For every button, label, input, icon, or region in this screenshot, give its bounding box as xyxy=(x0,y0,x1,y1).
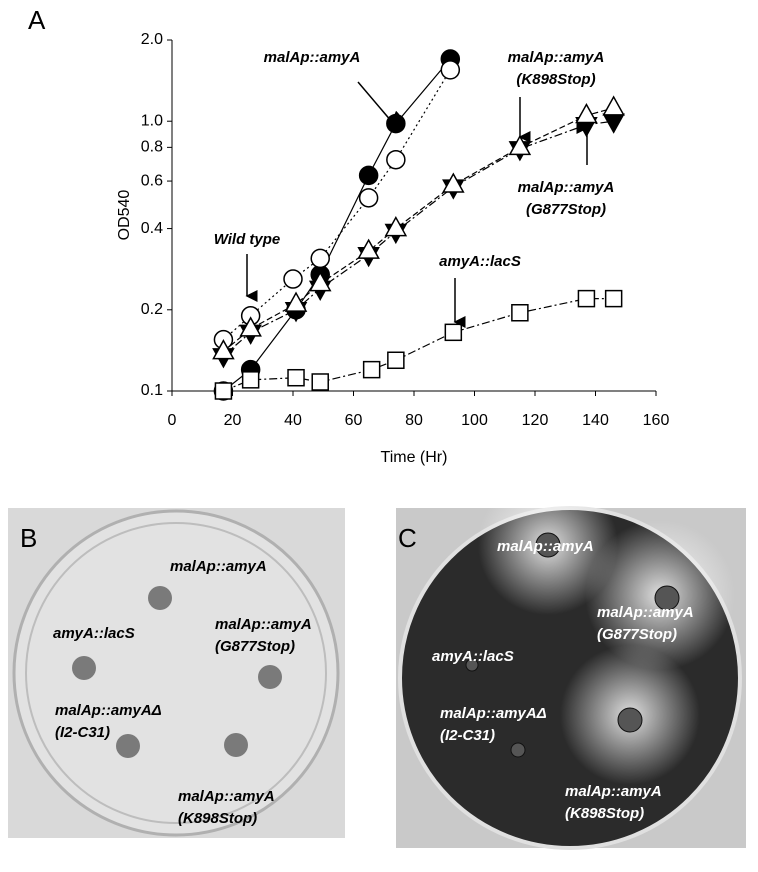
x-tick-label: 20 xyxy=(224,412,242,429)
x-tick-label: 60 xyxy=(345,412,363,429)
annotation: malAp::amyAΔ xyxy=(55,702,162,719)
y-tick-label: 2.0 xyxy=(141,31,163,48)
annotation: (I2-C31) xyxy=(440,727,495,744)
series-line xyxy=(223,120,614,357)
annotation: amyA::lacS xyxy=(432,648,514,665)
colony xyxy=(148,586,172,610)
colony xyxy=(535,532,561,558)
panel-label: C xyxy=(398,523,417,553)
x-tick-label: 160 xyxy=(643,412,670,429)
x-tick-label: 80 xyxy=(405,412,423,429)
marker xyxy=(310,248,330,269)
annotation: (I2-C31) xyxy=(55,724,110,741)
arrow xyxy=(357,81,404,123)
marker xyxy=(284,291,308,312)
annotation: malAp::amyA xyxy=(170,558,267,575)
annotation: (G877Stop) xyxy=(597,626,677,643)
marker xyxy=(602,113,625,134)
marker xyxy=(577,289,596,308)
marker xyxy=(444,323,463,342)
panel-label: A xyxy=(28,5,46,35)
y-tick-label: 0.8 xyxy=(141,139,163,156)
marker xyxy=(311,373,329,391)
annotation: (G877Stop) xyxy=(215,638,295,655)
marker xyxy=(358,165,379,186)
marker xyxy=(440,60,461,80)
marker xyxy=(212,339,235,360)
colony xyxy=(654,585,680,611)
colony xyxy=(465,658,479,672)
marker xyxy=(386,113,406,134)
series-line xyxy=(223,298,614,392)
x-tick-label: 120 xyxy=(522,412,549,429)
marker xyxy=(384,216,408,237)
colony xyxy=(617,707,643,733)
annotation: (K898Stop) xyxy=(565,805,644,822)
colony xyxy=(72,656,96,680)
plate-rim xyxy=(25,522,327,824)
annotation: amyA::lacS xyxy=(439,253,521,270)
marker xyxy=(362,360,381,379)
marker xyxy=(442,172,465,193)
annotation: (K898Stop) xyxy=(516,71,595,88)
y-tick-label: 0.1 xyxy=(141,382,163,399)
marker xyxy=(239,316,262,337)
colony xyxy=(224,733,248,757)
marker xyxy=(604,289,623,308)
x-tick-label: 140 xyxy=(582,412,609,429)
annotation: (G877Stop) xyxy=(526,201,606,218)
marker xyxy=(357,238,380,259)
marker xyxy=(602,95,625,116)
annotation: malAp::amyA xyxy=(497,538,594,555)
marker xyxy=(283,269,303,289)
marker xyxy=(358,188,379,208)
x-tick-label: 100 xyxy=(461,412,488,429)
marker xyxy=(287,368,305,387)
y-tick-label: 1.0 xyxy=(141,112,163,129)
colony xyxy=(510,742,526,758)
y-tick-label: 0.4 xyxy=(141,220,163,237)
marker xyxy=(386,149,406,170)
y-tick-label: 0.6 xyxy=(141,172,163,189)
colony xyxy=(258,665,282,689)
annotation: malAp::amyA xyxy=(565,783,662,800)
annotation: malAp::amyA xyxy=(178,788,275,805)
plate xyxy=(12,509,340,837)
annotation: malAp::amyA xyxy=(518,179,615,196)
x-tick-label: 0 xyxy=(168,412,177,429)
annotation: malAp::amyA xyxy=(597,604,694,621)
panel-label: B xyxy=(20,523,37,553)
x-tick-label: 40 xyxy=(284,412,302,429)
marker xyxy=(214,382,233,400)
series-line xyxy=(223,58,451,392)
colony xyxy=(116,734,140,758)
marker xyxy=(308,271,332,292)
annotation: malAp::amyAΔ xyxy=(440,705,547,722)
annotation: malAp::amyA xyxy=(264,49,361,66)
series-line xyxy=(223,69,451,341)
annotation: Wild type xyxy=(214,231,281,248)
series-line xyxy=(223,107,614,353)
marker xyxy=(241,371,260,389)
marker xyxy=(387,351,405,370)
marker xyxy=(508,134,532,156)
annotation: malAp::amyA xyxy=(215,616,312,633)
annotation: amyA::lacS xyxy=(53,625,135,642)
annotation: malAp::amyA xyxy=(508,49,605,66)
y-tick-label: 0.2 xyxy=(141,301,163,318)
y-axis-title: OD540 xyxy=(116,190,133,241)
annotation: (K898Stop) xyxy=(178,810,257,827)
marker xyxy=(511,304,529,322)
x-axis-title: Time (Hr) xyxy=(381,449,448,466)
